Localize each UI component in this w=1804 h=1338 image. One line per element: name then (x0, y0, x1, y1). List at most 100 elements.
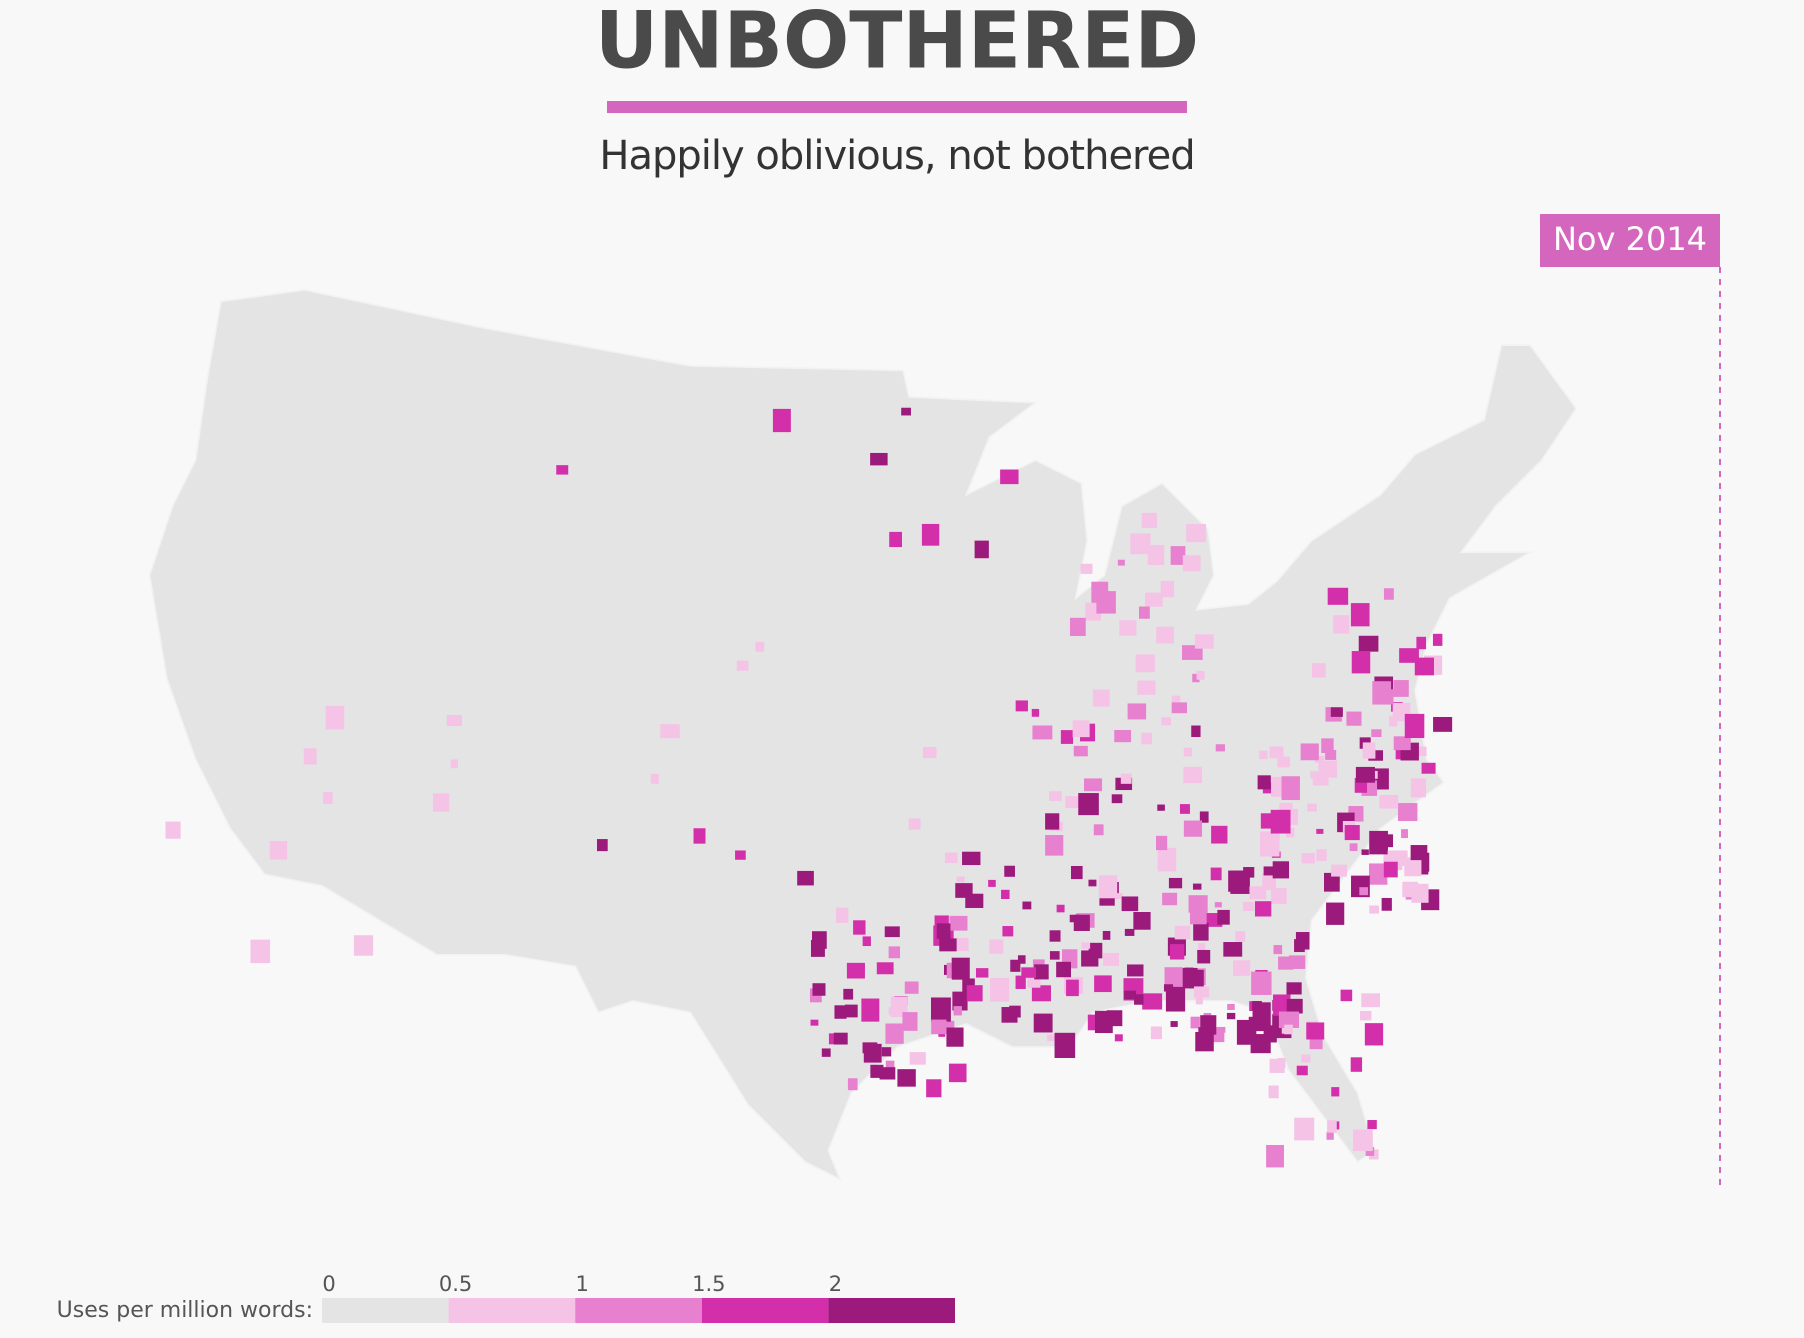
county (1301, 852, 1315, 864)
county (870, 452, 888, 466)
county (1032, 725, 1053, 740)
county (1183, 820, 1203, 837)
county (1350, 1057, 1363, 1072)
county (922, 747, 937, 759)
county (938, 1031, 946, 1037)
county (1049, 791, 1062, 801)
county (1121, 896, 1139, 912)
county (1359, 887, 1369, 896)
county (1367, 1120, 1377, 1130)
county (1069, 617, 1086, 636)
legend-tick-label: 1.5 (692, 1272, 725, 1296)
county (863, 1043, 882, 1063)
county (1344, 825, 1360, 841)
county (1273, 945, 1283, 955)
county (1259, 831, 1280, 857)
county (1254, 901, 1272, 917)
county (876, 962, 894, 975)
county (1127, 703, 1147, 720)
county (1325, 750, 1337, 760)
county (772, 408, 791, 433)
legend-tick-label: 0 (322, 1272, 335, 1296)
county (1321, 738, 1334, 754)
county (1388, 716, 1398, 727)
county (931, 1019, 947, 1035)
county (885, 1023, 904, 1044)
county (1346, 711, 1362, 726)
county (908, 818, 921, 830)
county (1351, 651, 1371, 674)
county (1307, 803, 1317, 812)
county (926, 1079, 942, 1098)
county (966, 985, 983, 1002)
county (1088, 879, 1097, 887)
county (1272, 861, 1290, 879)
county (1315, 755, 1325, 763)
county (325, 705, 345, 730)
county (1071, 865, 1083, 880)
county (1124, 928, 1135, 936)
county (936, 923, 951, 939)
county (862, 936, 871, 947)
county (881, 1047, 892, 1057)
county (952, 991, 968, 1011)
county (1364, 1023, 1384, 1046)
county (901, 407, 911, 416)
county (1102, 930, 1111, 940)
county (1171, 702, 1187, 714)
county (1362, 742, 1376, 759)
county (1094, 1010, 1113, 1034)
county (1045, 835, 1064, 856)
county (1081, 942, 1091, 949)
county (1243, 867, 1255, 878)
county (1350, 603, 1370, 627)
county (1133, 912, 1151, 930)
county (1353, 1129, 1373, 1151)
county (1266, 1144, 1284, 1168)
county (1211, 825, 1228, 844)
county (1365, 1147, 1375, 1156)
county (1268, 1085, 1279, 1099)
county (879, 1067, 896, 1080)
county (1330, 707, 1343, 717)
county (1263, 866, 1276, 876)
county (1383, 861, 1398, 878)
county (1327, 587, 1349, 605)
county (1142, 993, 1163, 1010)
county (1279, 802, 1293, 814)
county (1316, 828, 1324, 834)
county (1084, 778, 1103, 792)
county (1404, 857, 1422, 877)
county (1306, 1022, 1325, 1040)
county (1164, 967, 1183, 990)
county (949, 915, 968, 931)
county (1294, 1117, 1315, 1141)
county (250, 939, 271, 964)
county (1410, 845, 1428, 861)
county (1124, 990, 1137, 1000)
county (1114, 1034, 1123, 1042)
county (1192, 673, 1200, 683)
county (1111, 794, 1123, 804)
county (1160, 580, 1175, 598)
county (1301, 1054, 1311, 1063)
county (1331, 864, 1348, 877)
county (1284, 1024, 1293, 1035)
county (1081, 950, 1099, 967)
county (1340, 989, 1353, 1002)
county (1333, 615, 1350, 634)
county (1170, 1021, 1178, 1027)
county (1078, 793, 1099, 816)
county (1404, 713, 1425, 739)
county (1080, 563, 1093, 574)
county (1294, 939, 1305, 953)
date-badge (1540, 214, 1720, 267)
county (1054, 1032, 1076, 1058)
county (1060, 730, 1074, 744)
county (810, 1019, 819, 1026)
county (1162, 892, 1178, 906)
county (1072, 720, 1090, 738)
county (1411, 883, 1429, 903)
county (1259, 750, 1268, 760)
